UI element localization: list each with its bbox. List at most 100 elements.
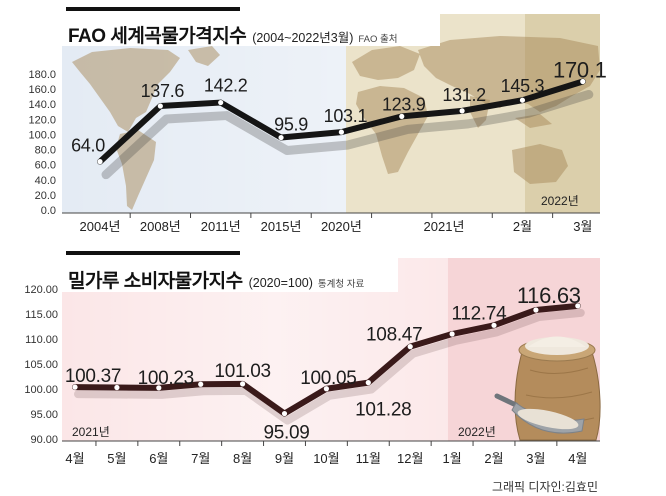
data-point <box>533 307 539 313</box>
y-tick-label: 115.00 <box>25 309 58 321</box>
flour-mound <box>528 336 586 347</box>
x-tick-label: 11월 <box>356 451 381 466</box>
x-tick-label: 3월 <box>573 219 592 234</box>
data-point <box>218 99 224 106</box>
data-label: 100.37 <box>65 366 121 387</box>
year-annotation: 2022년 <box>458 425 496 439</box>
data-label: 64.0 <box>71 136 105 156</box>
x-tick-label: 2월 <box>484 451 503 466</box>
data-point <box>580 78 586 85</box>
x-tick-label: 4월 <box>568 451 587 466</box>
data-point <box>198 381 204 387</box>
fao-header-bar <box>66 7 240 11</box>
data-label: 101.03 <box>214 361 270 382</box>
x-tick-label: 10월 <box>313 451 339 466</box>
y-tick-label: 100.00 <box>24 384 58 396</box>
y-tick-label: 90.00 <box>30 434 58 446</box>
x-tick-label: 2004년 <box>80 219 121 234</box>
series-line-shadow <box>74 308 585 425</box>
y-tick-label: 20.0 <box>35 190 56 202</box>
fao-chart-source: FAO 출처 <box>358 34 398 45</box>
islands-shape <box>515 114 552 128</box>
data-label: 100.23 <box>138 368 194 389</box>
data-point <box>407 344 413 350</box>
fao-chart-period: (2004~2022년3월) <box>252 31 354 45</box>
data-label: 145.3 <box>501 76 545 96</box>
data-point <box>156 385 162 391</box>
australia-shape <box>512 144 568 184</box>
flour-title-block: 밀가루 소비자물가지수 (2020=100) 통계청 자료 <box>62 258 398 292</box>
y-tick-label: 140.0 <box>28 99 56 111</box>
africa-shape <box>356 86 428 174</box>
flour-chart: 90.00 95.00 100.00 105.00 110.00 115.00 120.00… <box>24 283 601 466</box>
x-tick-label: 2월 <box>513 219 532 234</box>
data-label: 100.05 <box>300 368 356 389</box>
north-america-shape <box>72 48 180 132</box>
y-tick-label: 0.0 <box>41 205 56 217</box>
data-label: 137.6 <box>141 81 185 101</box>
data-label: 101.28 <box>355 400 411 421</box>
data-label: 142.2 <box>204 76 248 96</box>
y-tick-label: 95.00 <box>30 409 58 421</box>
y-tick-label: 100.0 <box>28 129 56 141</box>
data-label: 103.1 <box>324 106 368 126</box>
x-tick-label: 2021년 <box>424 219 465 234</box>
data-label: 116.63 <box>517 283 581 308</box>
y-tick-label: 180.0 <box>28 69 56 81</box>
data-point <box>240 381 246 387</box>
data-point <box>72 384 78 390</box>
x-tick-label: 3월 <box>526 451 545 466</box>
data-point <box>519 97 526 103</box>
y-tick-label: 60.0 <box>35 160 56 172</box>
year-annotation: 2021년 <box>72 425 110 439</box>
data-label: 170.1 <box>553 57 607 82</box>
scoop-flour <box>517 408 579 430</box>
data-point <box>459 108 465 114</box>
data-label: 112.74 <box>452 303 508 324</box>
south-america-shape <box>116 130 156 210</box>
y-tick-label: 105.00 <box>24 359 58 371</box>
x-tick-label: 7월 <box>191 451 210 466</box>
y-tick-label: 40.0 <box>35 175 56 187</box>
data-point <box>575 303 581 309</box>
x-tick-label: 2020년 <box>321 219 362 234</box>
flour-header-bar <box>66 251 240 255</box>
x-tick-label: 2011년 <box>201 219 241 234</box>
flour-sack-illustration <box>494 336 601 441</box>
data-point <box>365 380 371 386</box>
x-tick-label: 5월 <box>107 451 126 466</box>
data-point <box>491 322 497 328</box>
data-point <box>281 410 288 417</box>
fao-chart: 0.0 20.0 40.0 60.0 80.0 100.0 120.0 140.0 160.0 1… <box>28 36 607 234</box>
x-tick-label: 12월 <box>397 451 423 466</box>
data-point <box>97 159 103 165</box>
year-annotation: 2022년 <box>541 194 579 208</box>
x-tick-label: 1월 <box>442 451 461 466</box>
fao-chart-title: FAO 세계곡물가격지수 <box>68 26 247 47</box>
y-tick-label: 120.0 <box>28 114 56 126</box>
scoop-handle <box>494 393 519 408</box>
flour-chart-source: 통계청 자료 <box>317 279 365 290</box>
x-tick-label: 2008년 <box>140 219 181 234</box>
graphic-credit: 그래픽 디자인:김효민 <box>491 480 598 494</box>
europe-shape <box>352 46 420 80</box>
y-tick-label: 160.0 <box>28 84 56 96</box>
y-tick-label: 120.00 <box>24 284 58 296</box>
data-point <box>157 103 163 109</box>
y-tick-label: 110.00 <box>25 334 58 346</box>
x-tick-label: 8월 <box>233 451 252 466</box>
data-point <box>449 331 455 337</box>
data-label: 95.9 <box>274 115 308 135</box>
x-tick-label: 9월 <box>275 451 294 466</box>
flour-chart-base: (2020=100) <box>248 276 313 290</box>
data-point <box>338 129 344 135</box>
fao-title-block: FAO 세계곡물가격지수 (2004~2022년3월) FAO 출처 <box>62 14 440 47</box>
fao-background-left <box>62 14 346 213</box>
data-point <box>278 134 284 141</box>
series-line-shadow <box>101 89 594 180</box>
x-tick-label: 2015년 <box>261 219 302 234</box>
data-point <box>323 386 329 392</box>
y-tick-label: 80.0 <box>35 145 56 157</box>
data-label: 123.9 <box>382 94 426 114</box>
